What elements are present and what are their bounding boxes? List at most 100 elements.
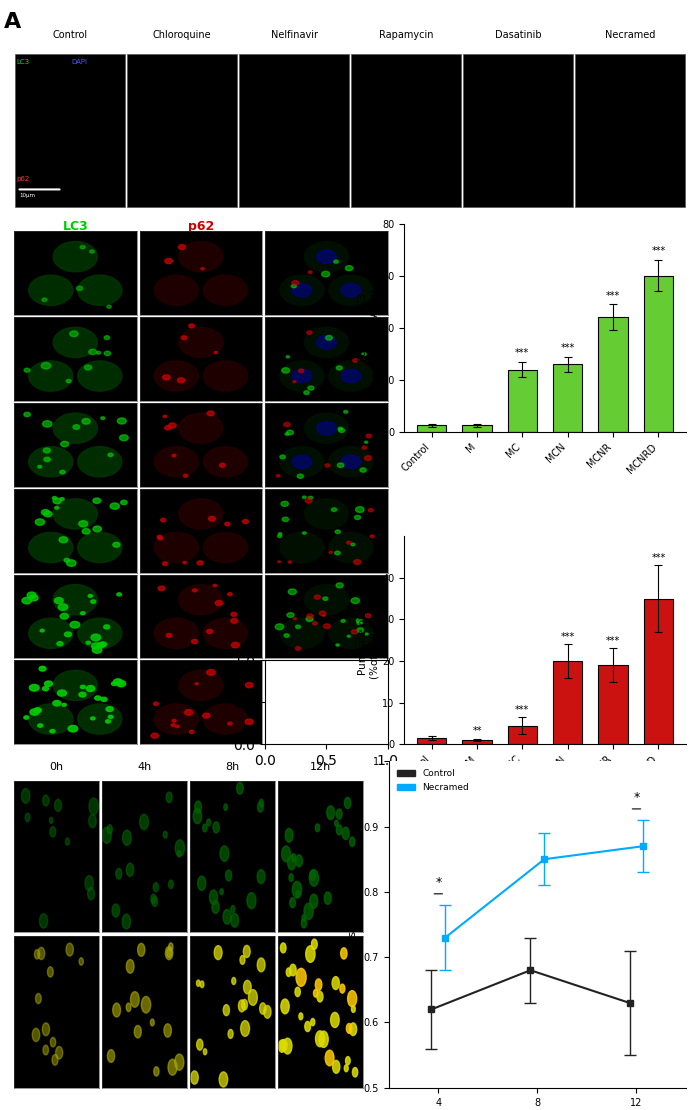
Circle shape [43, 512, 52, 517]
Circle shape [312, 622, 317, 625]
Circle shape [332, 697, 340, 702]
Circle shape [277, 733, 284, 736]
Circle shape [162, 375, 170, 380]
Circle shape [38, 724, 43, 727]
Bar [463, 54, 573, 206]
Circle shape [332, 685, 337, 688]
Text: Merge: Merge [304, 220, 349, 233]
Circle shape [193, 589, 197, 592]
Circle shape [228, 723, 232, 725]
Text: ***: *** [515, 705, 529, 715]
Circle shape [197, 1039, 203, 1050]
Circle shape [341, 948, 347, 959]
Circle shape [82, 418, 90, 424]
Circle shape [154, 618, 198, 648]
Circle shape [154, 275, 198, 305]
Circle shape [223, 1005, 230, 1016]
Circle shape [220, 889, 223, 895]
Circle shape [89, 798, 98, 815]
Circle shape [321, 271, 330, 276]
Circle shape [120, 435, 128, 441]
Circle shape [178, 670, 223, 700]
Circle shape [316, 1031, 325, 1047]
Circle shape [55, 799, 62, 811]
Circle shape [104, 351, 111, 355]
Circle shape [27, 592, 36, 598]
Circle shape [349, 700, 354, 705]
Text: LC3: LC3 [62, 220, 88, 233]
Circle shape [157, 535, 162, 538]
Circle shape [292, 370, 312, 383]
Circle shape [93, 526, 102, 532]
Circle shape [38, 465, 42, 468]
Bar [508, 726, 537, 744]
Circle shape [281, 942, 286, 952]
Circle shape [338, 427, 342, 431]
Circle shape [216, 601, 223, 606]
Circle shape [35, 518, 45, 525]
Circle shape [293, 381, 296, 383]
Circle shape [78, 275, 122, 305]
Circle shape [341, 283, 360, 297]
Circle shape [126, 864, 134, 877]
Circle shape [113, 1003, 120, 1017]
Circle shape [307, 331, 312, 334]
Circle shape [311, 730, 316, 734]
Circle shape [207, 411, 214, 416]
Text: *: * [634, 790, 640, 804]
Circle shape [185, 709, 193, 715]
Circle shape [183, 474, 188, 477]
Circle shape [320, 715, 324, 717]
Circle shape [141, 997, 150, 1013]
Circle shape [118, 418, 126, 424]
Circle shape [279, 533, 282, 535]
Circle shape [22, 788, 30, 804]
Circle shape [324, 892, 331, 905]
Circle shape [326, 335, 332, 340]
Text: ***: *** [561, 632, 575, 642]
Circle shape [351, 598, 360, 604]
Text: Chloroquine: Chloroquine [153, 30, 211, 40]
Circle shape [189, 324, 195, 327]
Circle shape [108, 453, 113, 456]
Circle shape [281, 502, 288, 506]
Circle shape [346, 724, 352, 728]
Circle shape [178, 413, 223, 443]
Circle shape [70, 331, 78, 336]
Circle shape [203, 533, 247, 563]
Circle shape [298, 369, 304, 373]
Circle shape [239, 1000, 245, 1012]
Circle shape [335, 820, 338, 826]
Circle shape [327, 806, 335, 819]
Circle shape [336, 644, 340, 646]
Circle shape [244, 946, 250, 958]
Circle shape [40, 629, 44, 632]
Text: ***: *** [561, 343, 575, 353]
Circle shape [357, 622, 362, 625]
Circle shape [365, 441, 368, 443]
Circle shape [197, 561, 203, 565]
Circle shape [258, 801, 263, 813]
Circle shape [228, 593, 232, 596]
Circle shape [351, 1006, 356, 1012]
Circle shape [34, 708, 41, 713]
Circle shape [315, 694, 321, 697]
Circle shape [225, 522, 230, 526]
Circle shape [29, 704, 73, 734]
Circle shape [326, 1050, 334, 1066]
Circle shape [302, 532, 306, 534]
Circle shape [178, 242, 223, 272]
Circle shape [164, 1023, 172, 1037]
Circle shape [283, 1038, 292, 1054]
Circle shape [48, 967, 53, 977]
Circle shape [102, 827, 111, 844]
Circle shape [219, 1072, 228, 1087]
Circle shape [358, 722, 364, 726]
Circle shape [55, 506, 59, 509]
Circle shape [284, 634, 289, 637]
Circle shape [366, 434, 372, 437]
Circle shape [280, 455, 286, 458]
Circle shape [323, 597, 328, 601]
Circle shape [309, 895, 318, 908]
Circle shape [64, 558, 69, 562]
